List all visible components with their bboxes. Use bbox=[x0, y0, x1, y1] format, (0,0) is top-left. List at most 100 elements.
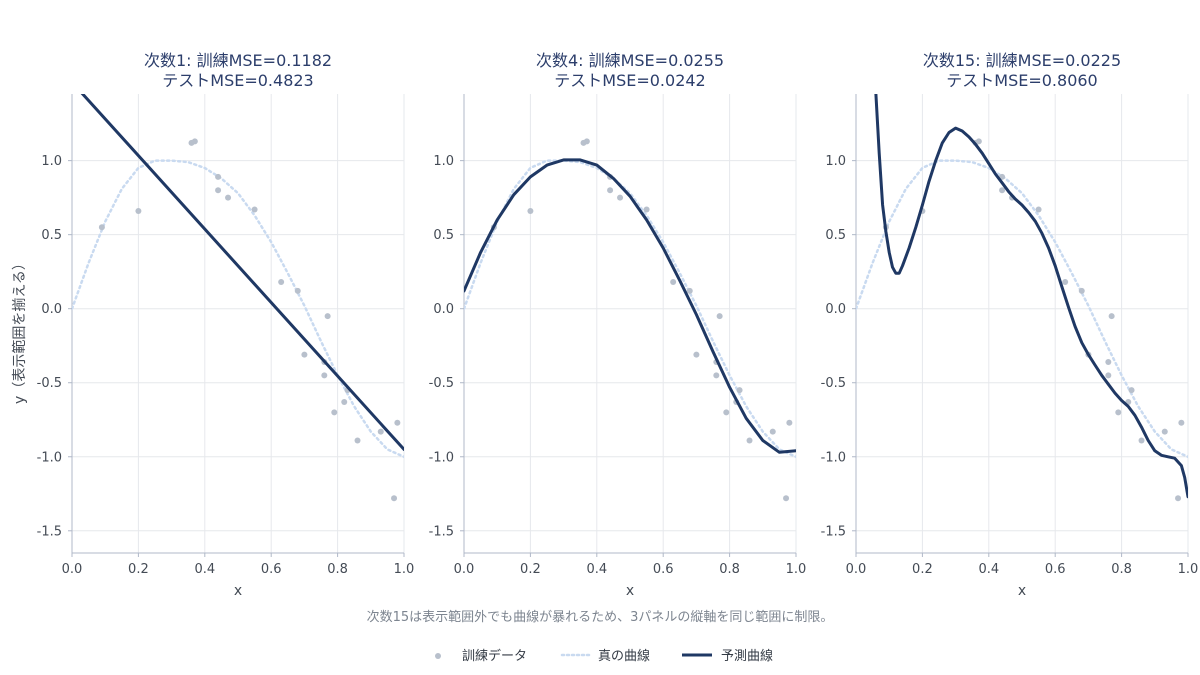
train-point bbox=[391, 495, 398, 502]
y-tick-label: -1.5 bbox=[821, 524, 846, 539]
train-point bbox=[783, 495, 790, 502]
prediction-curve bbox=[464, 158, 796, 454]
x-tick-label: 1.0 bbox=[1178, 562, 1199, 577]
x-tick-label: 0.8 bbox=[1111, 562, 1132, 577]
x-axis-label: x bbox=[626, 583, 634, 599]
train-point bbox=[1105, 372, 1112, 379]
x-tick-label: 0.6 bbox=[653, 562, 674, 577]
train-point bbox=[1078, 287, 1085, 294]
y-tick-label: 0.5 bbox=[825, 228, 846, 243]
train-point bbox=[1035, 206, 1042, 213]
train-point bbox=[278, 279, 285, 286]
train-point bbox=[1128, 387, 1135, 394]
train-point bbox=[1115, 409, 1122, 416]
footnote: 次数15は表示範囲外でも曲線が暴れるため、3パネルの縦軸を同じ範囲に制限。 bbox=[367, 609, 834, 625]
y-tick-label: -1.0 bbox=[821, 450, 846, 465]
x-tick-label: 0.0 bbox=[62, 562, 83, 577]
x-tick-label: 0.2 bbox=[520, 562, 541, 577]
train-point bbox=[975, 138, 982, 145]
panels: 0.0 0.2 0.4 0.6 0.8 1.0 1.0 0.5 0.0 -0.5 -1.0 -1.5 x… bbox=[37, 51, 1199, 599]
train-point bbox=[1178, 419, 1185, 426]
panel-title-line2: テストMSE=0.8060 bbox=[946, 71, 1097, 90]
train-point bbox=[716, 313, 723, 320]
train-point bbox=[394, 419, 401, 426]
y-tick-label: -1.0 bbox=[37, 450, 62, 465]
y-tick-label: -1.0 bbox=[429, 450, 454, 465]
train-point bbox=[215, 187, 222, 194]
x-tick-label: 1.0 bbox=[786, 562, 807, 577]
prediction-curve bbox=[874, 94, 1188, 499]
x-tick-label: 0.6 bbox=[1045, 562, 1066, 577]
train-point bbox=[607, 187, 614, 194]
train-point bbox=[215, 173, 222, 180]
train-point bbox=[1161, 428, 1168, 435]
legend-swatch-train bbox=[435, 653, 441, 659]
y-tick-label: 0.5 bbox=[433, 228, 454, 243]
train-point bbox=[331, 409, 338, 416]
train-point bbox=[713, 372, 720, 379]
legend-label-true: 真の曲線 bbox=[598, 648, 650, 664]
train-point bbox=[746, 437, 753, 444]
train-point bbox=[225, 194, 232, 201]
train-point bbox=[1062, 279, 1069, 286]
train-point bbox=[377, 428, 384, 435]
true-curve bbox=[856, 159, 1188, 459]
x-tick-label: 0.0 bbox=[846, 562, 867, 577]
x-tick-label: 0.6 bbox=[261, 562, 282, 577]
y-tick-label: 1.0 bbox=[825, 154, 846, 169]
plot-area bbox=[856, 94, 1188, 502]
x-tick-label: 0.4 bbox=[194, 562, 215, 577]
y-axis-label: y（表示範囲を揃える） bbox=[11, 256, 28, 404]
train-point bbox=[1138, 437, 1145, 444]
train-point bbox=[324, 313, 331, 320]
train-point bbox=[527, 207, 534, 214]
train-point bbox=[191, 138, 198, 145]
train-point bbox=[643, 206, 650, 213]
train-point bbox=[301, 351, 308, 358]
prediction-curve bbox=[80, 94, 404, 451]
train-point bbox=[617, 194, 624, 201]
train-point bbox=[769, 428, 776, 435]
y-tick-label: -0.5 bbox=[37, 376, 62, 391]
train-point bbox=[736, 387, 743, 394]
panel-title-line2: テストMSE=0.0242 bbox=[554, 71, 705, 90]
true-curve bbox=[72, 159, 404, 459]
train-point bbox=[251, 206, 258, 213]
y-tick-label: -0.5 bbox=[821, 376, 846, 391]
train-point bbox=[1105, 358, 1112, 365]
panel-1: 0.0 0.2 0.4 0.6 0.8 1.0 1.0 0.5 0.0 -0.5 -1.0 -1.5 x… bbox=[37, 51, 415, 599]
y-tick-label: 0.0 bbox=[41, 302, 62, 317]
train-point bbox=[999, 187, 1006, 194]
y-tick-label: -1.5 bbox=[429, 524, 454, 539]
x-tick-label: 0.4 bbox=[586, 562, 607, 577]
train-point bbox=[686, 287, 693, 294]
x-tick-label: 0.2 bbox=[128, 562, 149, 577]
x-axis-label: x bbox=[234, 583, 242, 599]
x-tick-label: 0.8 bbox=[719, 562, 740, 577]
train-point bbox=[786, 419, 793, 426]
panel-title-line1: 次数15: 訓練MSE=0.0225 bbox=[923, 51, 1121, 70]
train-point bbox=[693, 351, 700, 358]
train-point bbox=[294, 287, 301, 294]
x-tick-label: 1.0 bbox=[394, 562, 415, 577]
panel-title-line1: 次数1: 訓練MSE=0.1182 bbox=[144, 51, 332, 70]
panel-3: 0.0 0.2 0.4 0.6 0.8 1.0 1.0 0.5 0.0 -0.5 -1.0 -1.5 x… bbox=[821, 51, 1199, 599]
y-tick-label: 0.5 bbox=[41, 228, 62, 243]
panel-title-line1: 次数4: 訓練MSE=0.0255 bbox=[536, 51, 724, 70]
x-tick-label: 0.8 bbox=[327, 562, 348, 577]
train-point bbox=[135, 207, 142, 214]
x-tick-label: 0.2 bbox=[912, 562, 933, 577]
x-tick-label: 0.0 bbox=[454, 562, 475, 577]
train-point bbox=[98, 224, 105, 231]
y-tick-label: 0.0 bbox=[825, 302, 846, 317]
train-point bbox=[354, 437, 361, 444]
legend-label-pred: 予測曲線 bbox=[721, 648, 773, 664]
true-curve bbox=[464, 159, 796, 459]
x-tick-label: 0.4 bbox=[978, 562, 999, 577]
train-point bbox=[1108, 313, 1115, 320]
y-tick-label: -0.5 bbox=[429, 376, 454, 391]
panel-title-line2: テストMSE=0.4823 bbox=[162, 71, 313, 90]
train-point bbox=[1175, 495, 1182, 502]
y-tick-label: 0.0 bbox=[433, 302, 454, 317]
